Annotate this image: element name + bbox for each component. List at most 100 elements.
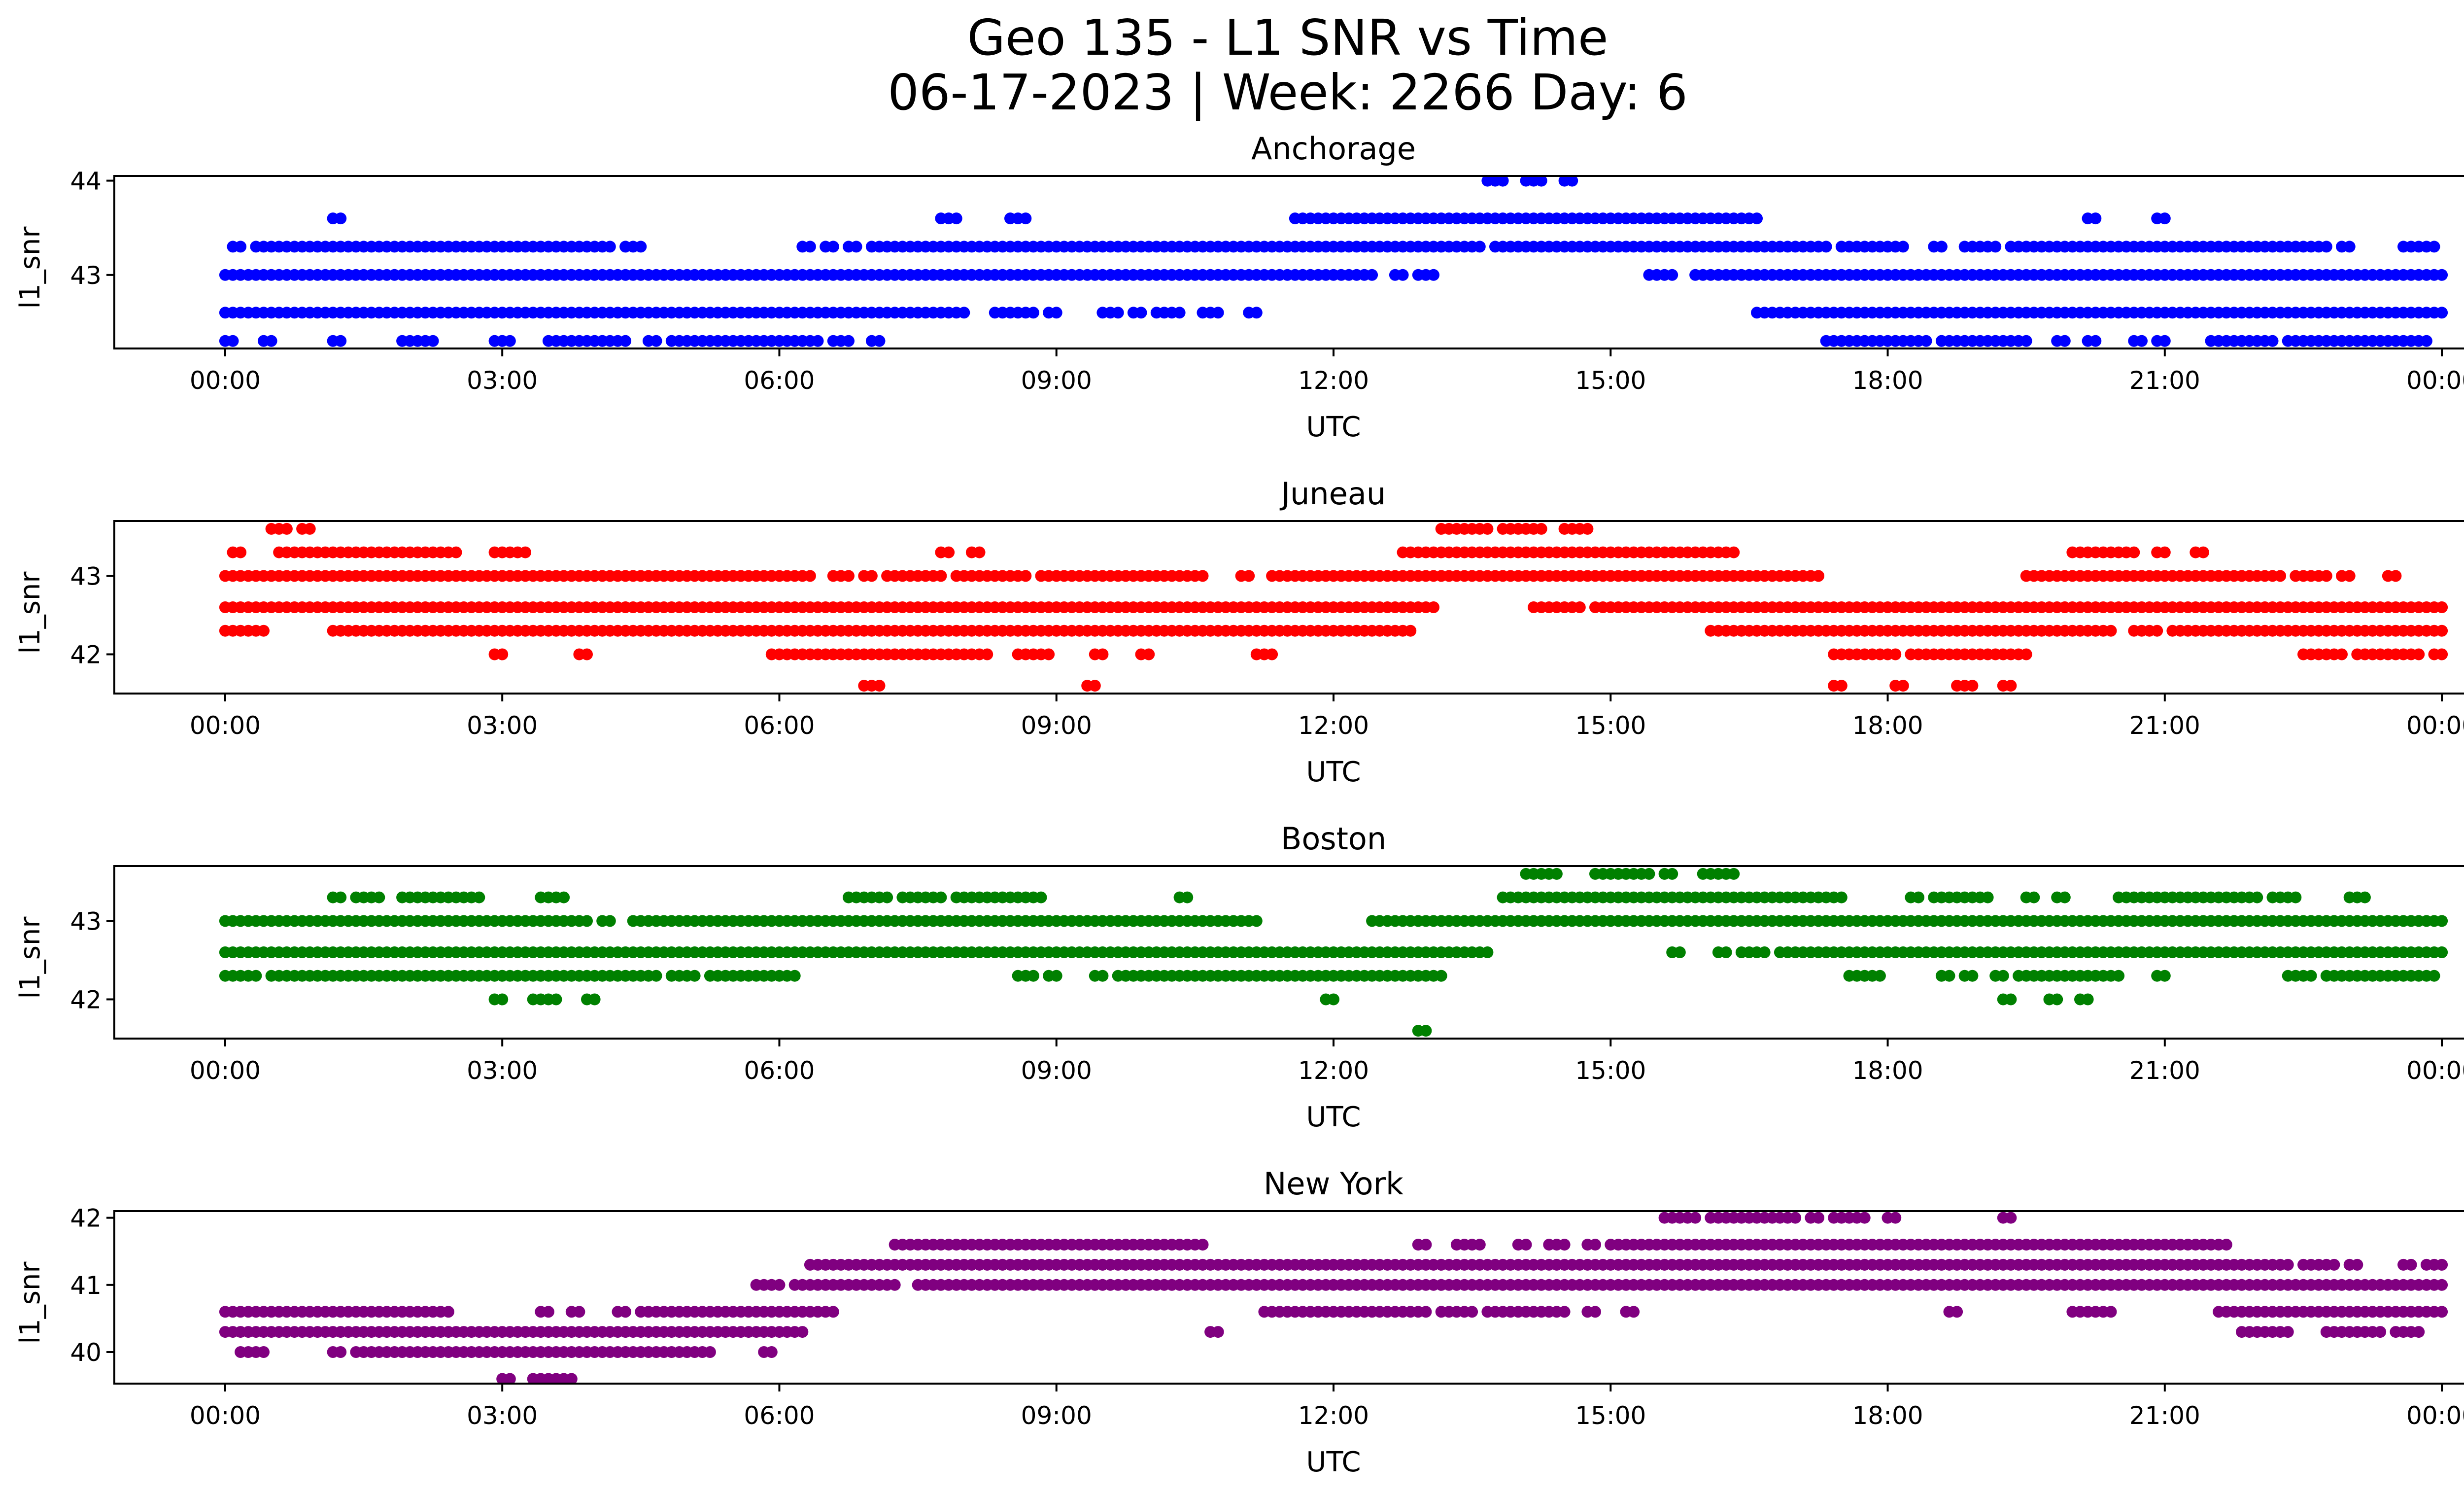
x-tick-label: 09:00 <box>1021 1056 1092 1085</box>
data-point <box>2436 601 2448 613</box>
data-point <box>1574 601 1586 613</box>
data-point <box>1197 570 1209 582</box>
data-point <box>265 335 277 347</box>
data-point <box>2266 335 2279 347</box>
data-point <box>1481 946 1494 958</box>
data-point <box>2320 241 2332 253</box>
data-point <box>1628 1306 1640 1318</box>
data-point <box>650 335 662 347</box>
data-point <box>2343 570 2356 582</box>
data-point <box>1212 1326 1224 1338</box>
data-point <box>1020 570 1032 582</box>
x-tick-label: 06:00 <box>744 1401 815 1430</box>
data-point <box>1558 1239 1571 1251</box>
scatter-series <box>219 176 2448 347</box>
x-tick-label: 06:00 <box>744 1056 815 1085</box>
x-tick-label: 06:00 <box>744 366 815 395</box>
data-point <box>2328 1258 2340 1271</box>
data-point <box>2105 625 2117 637</box>
subplot-new-york: New York UTC l1_snr 00:00 03:00 06:00 09:00… <box>14 1166 2464 1478</box>
data-point <box>1720 946 1732 958</box>
data-point <box>2113 970 2125 982</box>
data-point <box>1997 970 2009 982</box>
y-tick-label: 40 <box>70 1338 102 1367</box>
x-tick-label: 15:00 <box>1575 711 1646 740</box>
data-point <box>2020 335 2032 347</box>
data-point <box>2251 891 2263 904</box>
y-axis-label: l1_snr <box>14 571 46 654</box>
data-point <box>2320 570 2332 582</box>
data-point <box>2128 546 2140 558</box>
data-point <box>881 891 893 904</box>
data-point <box>2089 212 2102 225</box>
data-point <box>1035 891 1047 904</box>
x-axis-label: UTC <box>1306 411 1361 443</box>
data-point <box>1820 241 1832 253</box>
subplot-title: Boston <box>1281 821 1386 857</box>
data-point <box>2220 1239 2232 1251</box>
y-tick-label: 42 <box>70 1204 102 1233</box>
data-point <box>889 1279 901 1291</box>
data-point <box>335 335 347 347</box>
data-point <box>865 570 878 582</box>
data-point <box>2305 970 2317 982</box>
data-point <box>650 970 662 982</box>
data-point <box>258 625 270 637</box>
data-point <box>2405 1258 2417 1271</box>
x-axis-label: UTC <box>1306 1446 1361 1478</box>
data-point <box>2413 1326 2425 1338</box>
x-tick-label: 21:00 <box>2129 711 2200 740</box>
data-point <box>519 546 531 558</box>
data-point <box>1173 307 1186 319</box>
y-axis-label: l1_snr <box>14 916 46 999</box>
x-tick-label: 18:00 <box>1852 366 1923 395</box>
data-point <box>2436 307 2448 319</box>
data-point <box>688 970 701 982</box>
x-tick-label: 21:00 <box>2129 1401 2200 1430</box>
x-tick-label: 12:00 <box>1298 711 1369 740</box>
data-point <box>796 1326 809 1338</box>
x-tick-label: 03:00 <box>467 711 538 740</box>
data-point <box>1966 680 1979 692</box>
data-point <box>1404 625 1417 637</box>
x-tick-label: 15:00 <box>1575 366 1646 395</box>
data-point <box>1989 241 2002 253</box>
x-tick-label: 15:00 <box>1575 1056 1646 1085</box>
data-point <box>280 522 293 535</box>
x-tick-label: 09:00 <box>1021 1401 1092 1430</box>
x-tick-label: 00:00 <box>190 366 261 395</box>
data-point <box>227 335 239 347</box>
data-point <box>1050 970 1062 982</box>
data-point <box>1566 176 1578 187</box>
data-point <box>1728 546 1740 558</box>
data-point <box>335 212 347 225</box>
data-point <box>2051 993 2063 1006</box>
data-point <box>504 335 516 347</box>
data-point <box>788 970 801 982</box>
x-tick-label: 09:00 <box>1021 711 1092 740</box>
data-point <box>1089 680 1101 692</box>
data-point <box>1966 970 1979 982</box>
data-point <box>2336 648 2348 661</box>
data-point <box>235 546 247 558</box>
data-point <box>2274 570 2287 582</box>
x-tick-label: 03:00 <box>467 1056 538 1085</box>
subplot-boston: Boston UTC l1_snr 00:00 03:00 06:00 09:00 12… <box>14 821 2464 1133</box>
data-point <box>2005 993 2017 1006</box>
data-point <box>2136 335 2148 347</box>
data-point <box>496 648 509 661</box>
x-tick-label: 09:00 <box>1021 366 1092 395</box>
data-point <box>1096 648 1109 661</box>
data-point <box>1689 1212 1702 1224</box>
data-point <box>981 648 993 661</box>
data-point <box>1589 1239 1601 1251</box>
data-point <box>773 1279 786 1291</box>
y-axis-label: l1_snr <box>14 1261 46 1344</box>
data-point <box>1897 680 1909 692</box>
data-point <box>427 335 439 347</box>
data-point <box>2436 946 2448 958</box>
data-point <box>1982 891 1994 904</box>
data-point <box>2105 1306 2117 1318</box>
x-tick-label: 18:00 <box>1852 1056 1923 1085</box>
